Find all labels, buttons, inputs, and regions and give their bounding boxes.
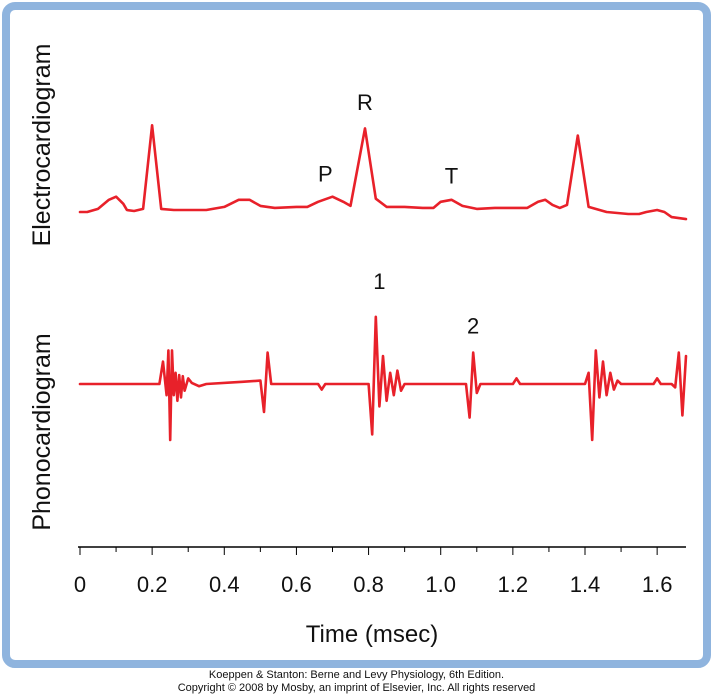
x-tick-label: 0	[74, 572, 86, 597]
electrocardiogram-panel	[78, 124, 688, 221]
annotation-label: 1	[373, 269, 385, 294]
annotation-label: 2	[467, 314, 479, 339]
x-tick-label: 0.4	[209, 572, 240, 597]
phonocardiogram-panel	[78, 315, 688, 442]
ecg-trace	[78, 124, 688, 221]
x-tick-label: 1.6	[642, 572, 673, 597]
copyright-credit: Koeppen & Stanton: Berne and Levy Physio…	[0, 669, 713, 695]
ecg-row-label: Electrocardiogram	[28, 44, 56, 247]
x-tick-label: 0.8	[353, 572, 384, 597]
annotation-label: T	[445, 163, 458, 188]
credit-line-2: Copyright © 2008 by Mosby, an imprint of…	[177, 682, 536, 694]
x-axis-title: Time (msec)	[306, 621, 438, 648]
x-tick-label: 0.2	[137, 572, 168, 597]
pcg-trace	[78, 315, 688, 442]
pcg-row-label: Phonocardiogram	[28, 333, 56, 530]
annotation-label: R	[357, 90, 373, 115]
plot-area	[74, 28, 689, 550]
x-tick-label: 1.0	[425, 572, 456, 597]
credit-line-1: Koeppen & Stanton: Berne and Levy Physio…	[208, 669, 505, 681]
x-tick-label: 0.6	[281, 572, 312, 597]
x-tick-label: 1.2	[498, 572, 529, 597]
annotation-label: P	[318, 161, 333, 186]
x-axis-ticks: 0 0.2 0.4 0.6 0.8 1.0 1.2 1.4 1.6	[74, 547, 673, 597]
x-tick-label: 1.4	[570, 572, 601, 597]
waveform-annotations: P R T 1 2	[318, 90, 479, 339]
